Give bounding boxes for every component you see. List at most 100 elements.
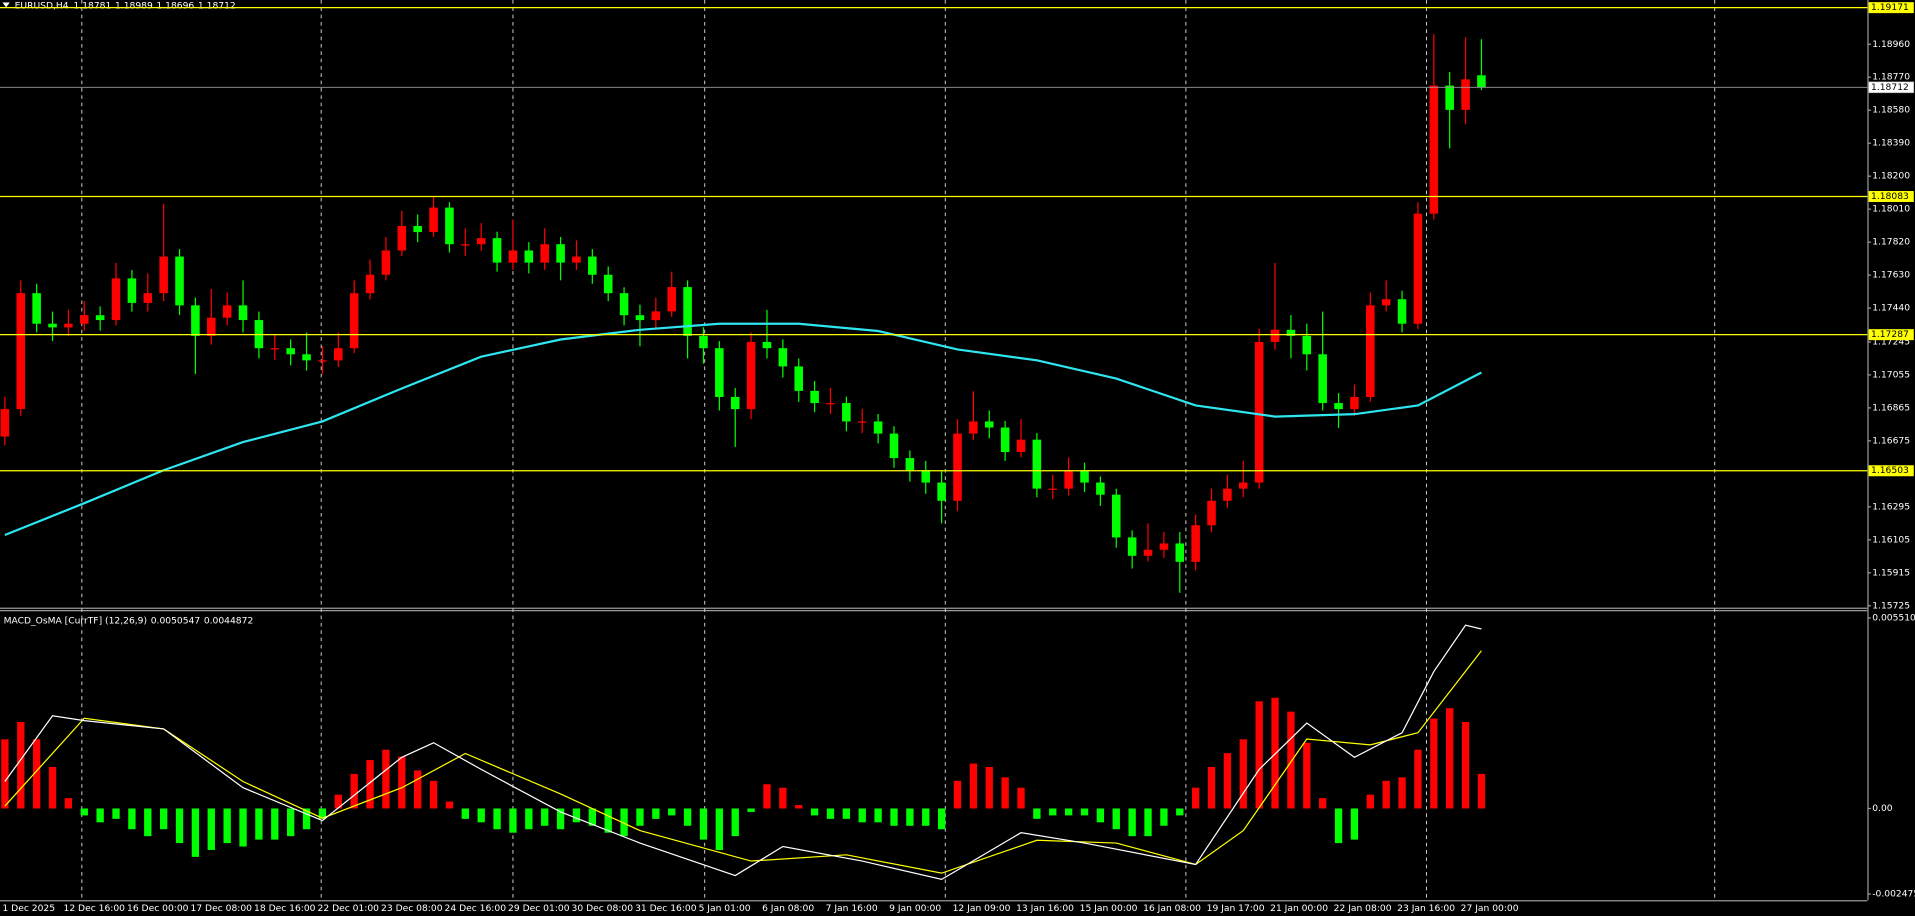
candle-body <box>1223 488 1232 501</box>
histogram-bar <box>715 808 724 850</box>
candle-body <box>715 348 724 397</box>
x-tick-label: 23 Jan 16:00 <box>1397 904 1455 914</box>
histogram-bar <box>890 808 898 826</box>
histogram-bar <box>1001 777 1009 809</box>
histogram-bar <box>795 805 803 809</box>
histogram-bar <box>1287 711 1295 809</box>
level-label: 1.18083 <box>1871 192 1909 202</box>
histogram-bar <box>1096 808 1105 823</box>
candle-body <box>1461 79 1470 110</box>
x-tick-label: 15 Jan 00:00 <box>1080 904 1138 914</box>
histogram-bar <box>32 739 41 809</box>
histogram-bar <box>414 770 422 809</box>
candle-body <box>1143 549 1153 556</box>
candle-body <box>667 287 676 312</box>
x-tick-label: 16 Dec 00:00 <box>127 904 189 914</box>
histogram-bar <box>1398 777 1406 809</box>
candle-body <box>1127 537 1137 556</box>
histogram-bar <box>1382 780 1390 809</box>
candle-body <box>95 315 105 321</box>
candle-body <box>603 274 613 294</box>
x-tick-label: 29 Dec 01:00 <box>508 904 570 914</box>
y-tick-label: 0.00 <box>1872 804 1893 814</box>
histogram-bar <box>1350 808 1359 840</box>
candle-body <box>207 317 216 336</box>
y-tick-label: 1.18960 <box>1872 40 1910 50</box>
histogram-bar <box>969 763 978 809</box>
candle-body <box>397 225 407 251</box>
candle-body <box>1413 213 1423 324</box>
candle-body <box>461 244 470 246</box>
x-tick-label: 31 Dec 16:00 <box>635 904 697 914</box>
candle-body <box>318 360 327 362</box>
candle-body <box>683 287 692 336</box>
candle-body <box>1064 470 1073 489</box>
histogram-bar <box>461 808 469 819</box>
histogram-bar <box>1191 787 1200 809</box>
histogram-bar <box>1223 753 1232 809</box>
quote-value: 1.18712 <box>198 1 236 11</box>
candle-body <box>1477 75 1486 88</box>
y-tick-label: 1.17820 <box>1872 238 1910 248</box>
histogram-bar <box>112 808 120 819</box>
histogram-bar <box>64 798 73 809</box>
candle-body <box>699 335 708 349</box>
menu-arrow[interactable] <box>2 2 10 8</box>
quote-value: 1.18781 <box>73 1 111 11</box>
x-tick-label: 23 Dec 08:00 <box>381 904 443 914</box>
histogram-bar <box>842 808 851 819</box>
candle-body <box>1254 341 1264 483</box>
histogram-bar <box>556 808 565 830</box>
candle-body <box>365 274 375 294</box>
histogram-bar <box>223 808 231 844</box>
histogram-bar <box>874 808 882 823</box>
candle-body <box>1270 329 1280 342</box>
candle-body <box>413 225 422 233</box>
candle-body <box>826 403 835 405</box>
y-tick-label: 1.18580 <box>1872 106 1910 116</box>
histogram-bar <box>175 808 184 844</box>
histogram-bar <box>937 808 946 830</box>
histogram-bar <box>1239 739 1247 809</box>
histogram-bar <box>525 808 533 830</box>
histogram-bar <box>1080 808 1089 816</box>
histogram-bar <box>477 808 485 823</box>
signal-line <box>4 650 1482 874</box>
histogram-bar <box>128 808 136 830</box>
histogram-bar <box>731 808 739 837</box>
histogram-bar <box>48 766 57 809</box>
x-tick-label: 19 Jan 17:00 <box>1207 904 1265 914</box>
candle-body <box>48 323 57 328</box>
candle-body <box>1207 500 1216 526</box>
y-tick-label: 1.17055 <box>1872 370 1910 380</box>
candle-body <box>651 311 661 321</box>
histogram-bar <box>810 808 819 816</box>
histogram-bar <box>350 773 358 809</box>
histogram-bar <box>699 808 708 840</box>
candle-body <box>1016 439 1026 452</box>
x-tick-label: 18 Dec 16:00 <box>254 904 316 914</box>
histogram-bar <box>1160 808 1168 826</box>
histogram-bar <box>334 794 342 809</box>
histogram-bar <box>318 808 327 819</box>
x-tick-label: 22 Jan 08:00 <box>1334 904 1392 914</box>
candle-body <box>794 366 804 391</box>
candle-body <box>540 244 549 263</box>
x-tick-label: 21 Jan 00:00 <box>1270 904 1328 914</box>
histogram-bar <box>1017 787 1025 809</box>
candle-body <box>127 278 137 303</box>
histogram-bar <box>779 787 787 809</box>
histogram-bar <box>1366 794 1374 809</box>
histogram-bar <box>1414 749 1422 809</box>
histogram-bar <box>302 808 311 830</box>
candle-body <box>143 293 153 303</box>
histogram-bar <box>271 808 279 840</box>
candle-body <box>524 250 534 263</box>
candle-body <box>32 293 41 324</box>
x-tick-label: 12 Jan 09:00 <box>953 904 1011 914</box>
y-tick-label: 1.16295 <box>1872 502 1910 512</box>
candle-body <box>1175 543 1185 562</box>
y-tick-label: 1.15725 <box>1872 601 1910 611</box>
candle-body <box>921 470 931 483</box>
candle-body <box>984 421 994 428</box>
